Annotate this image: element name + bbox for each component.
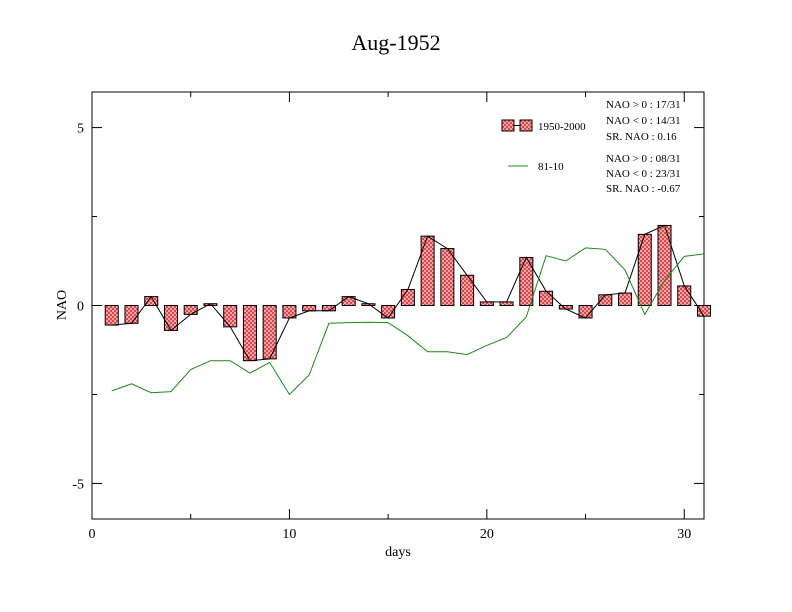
stat-line: SR. NAO : -0.67 xyxy=(606,183,681,195)
line-1950-2000 xyxy=(111,224,705,362)
bars-1950-2000 xyxy=(104,224,712,362)
bar-day-20 xyxy=(479,301,494,307)
bar-day-21 xyxy=(499,301,514,307)
bar-day-28 xyxy=(637,233,652,306)
bar-day-11 xyxy=(302,305,317,312)
bar-day-29 xyxy=(657,224,672,306)
bar-day-12 xyxy=(321,305,336,312)
line-81-10 xyxy=(111,247,705,396)
legend: 1950-2000 81-10 xyxy=(501,119,586,173)
legend-swatch-1950-2000-b xyxy=(519,119,533,132)
y-tick-label: -5 xyxy=(72,477,84,492)
legend-label-1950-2000: 1950-2000 xyxy=(538,121,586,133)
stat-line: NAO > 0 : 08/31 xyxy=(606,153,681,165)
stat-line: NAO > 0 : 17/31 xyxy=(606,99,681,111)
axis-ticks xyxy=(91,92,704,519)
x-tick-label: 20 xyxy=(480,527,494,542)
chart-title: Aug-1952 xyxy=(351,30,440,55)
bar-day-7 xyxy=(223,305,238,328)
stat-line: NAO < 0 : 23/31 xyxy=(606,168,681,180)
bar-day-23 xyxy=(539,290,554,306)
bar-day-2 xyxy=(124,305,139,324)
bar-day-1 xyxy=(104,305,119,326)
x-axis-label: days xyxy=(385,545,411,560)
y-tick-label: 0 xyxy=(77,300,84,315)
bar-day-17 xyxy=(420,235,435,306)
bar-day-30 xyxy=(677,285,692,307)
bar-day-9 xyxy=(262,305,277,360)
stat-line: SR. NAO : 0.16 xyxy=(606,131,677,143)
legend-swatch-1950-2000 xyxy=(501,119,515,132)
y-axis-label: NAO xyxy=(55,290,70,320)
bar-day-19 xyxy=(460,274,475,307)
bar-day-31 xyxy=(696,305,712,317)
axis-tick-labels: 0 10 20 30 -5 0 5 xyxy=(72,122,691,542)
stat-line: NAO < 0 : 14/31 xyxy=(606,115,681,127)
stats-81-10: NAO > 0 : 08/31 NAO < 0 : 23/31 SR. NAO … xyxy=(606,153,681,195)
bar-day-27 xyxy=(618,292,633,307)
y-tick-label: 5 xyxy=(77,122,84,137)
x-tick-label: 30 xyxy=(677,527,691,542)
bar-day-18 xyxy=(440,248,455,306)
bar-day-5 xyxy=(183,305,198,315)
x-tick-label: 10 xyxy=(282,527,296,542)
bar-day-16 xyxy=(400,288,415,306)
legend-label-81-10: 81-10 xyxy=(538,161,564,173)
stats-1950-2000: NAO > 0 : 17/31 NAO < 0 : 14/31 SR. NAO … xyxy=(606,99,681,143)
x-tick-label: 0 xyxy=(89,527,96,542)
